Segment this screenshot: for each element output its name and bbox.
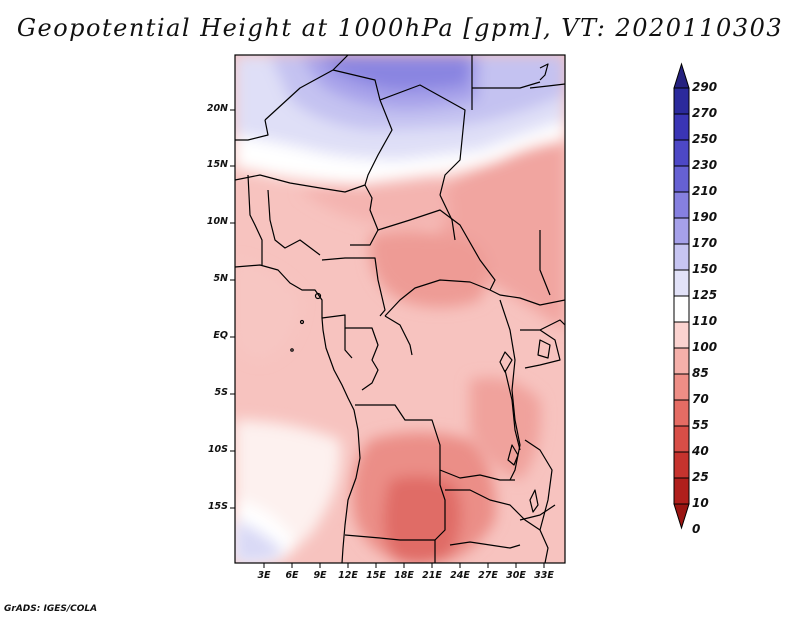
lat-label: 15S — [207, 501, 228, 512]
colorbar-swatch — [673, 295, 690, 323]
colorbar-swatch — [673, 321, 690, 349]
colorbar-swatch — [673, 477, 690, 505]
colorbar-label: 0 — [692, 522, 701, 536]
lat-label: 10N — [206, 216, 228, 227]
colorbar-swatch — [673, 399, 690, 427]
colorbar-bottom-arrow — [673, 503, 690, 530]
lon-label: 15E — [366, 570, 386, 581]
colorbar-label: 70 — [692, 392, 709, 406]
grads-credit: GrADS: IGES/COLA — [4, 604, 98, 614]
colorbar-label: 210 — [692, 184, 718, 198]
colorbar-label: 40 — [692, 444, 709, 458]
colorbar-label: 170 — [692, 236, 718, 250]
colorbar-label: 25 — [692, 470, 709, 484]
colorbar-swatch — [673, 113, 690, 141]
lon-label: 21E — [422, 570, 442, 581]
lat-label: 20N — [206, 103, 228, 114]
lat-label: EQ — [213, 330, 228, 341]
colorbar-swatch — [673, 191, 690, 219]
colorbar-label: 10 — [692, 496, 709, 510]
colorbar-swatch — [673, 347, 690, 375]
lon-label: 27E — [478, 570, 498, 581]
colorbar-label: 110 — [692, 314, 718, 328]
colorbar-swatch — [673, 165, 690, 193]
lon-label: 30E — [506, 570, 526, 581]
height-field — [235, 55, 565, 563]
lat-label: 5N — [213, 273, 228, 284]
colorbar — [673, 62, 690, 530]
latitude-tick-marks — [230, 109, 235, 509]
colorbar-swatch — [673, 373, 690, 401]
lon-label: 33E — [534, 570, 554, 581]
colorbar-swatch — [673, 451, 690, 479]
colorbar-swatch — [673, 217, 690, 245]
lon-label: 9E — [313, 570, 327, 581]
colorbar-label: 150 — [692, 262, 718, 276]
colorbar-label: 190 — [692, 210, 718, 224]
colorbar-swatch — [673, 425, 690, 453]
colorbar-label: 55 — [692, 418, 709, 432]
colorbar-label: 290 — [692, 80, 718, 94]
colorbar-label: 85 — [692, 366, 709, 380]
colorbar-label: 125 — [692, 288, 718, 302]
longitude-tick-marks — [263, 563, 545, 568]
lat-label: 15N — [206, 159, 228, 170]
colorbar-swatch — [673, 269, 690, 297]
lat-label: 5S — [214, 387, 228, 398]
lat-label: 10S — [207, 444, 228, 455]
lon-label: 24E — [450, 570, 470, 581]
lon-label: 3E — [257, 570, 271, 581]
lon-label: 18E — [394, 570, 414, 581]
coastlines-borders — [235, 55, 565, 563]
colorbar-label: 270 — [692, 106, 718, 120]
lon-label: 12E — [338, 570, 358, 581]
colorbar-swatch — [673, 87, 690, 115]
colorbar-top-arrow — [673, 62, 690, 89]
colorbar-swatch — [673, 139, 690, 167]
colorbar-label: 250 — [692, 132, 718, 146]
map-title: Geopotential Height at 1000hPa [gpm], VT… — [16, 14, 784, 42]
colorbar-swatch — [673, 243, 690, 271]
colorbar-label: 230 — [692, 158, 718, 172]
map-frame — [234, 54, 566, 564]
lon-label: 6E — [285, 570, 299, 581]
colorbar-label: 100 — [692, 340, 718, 354]
